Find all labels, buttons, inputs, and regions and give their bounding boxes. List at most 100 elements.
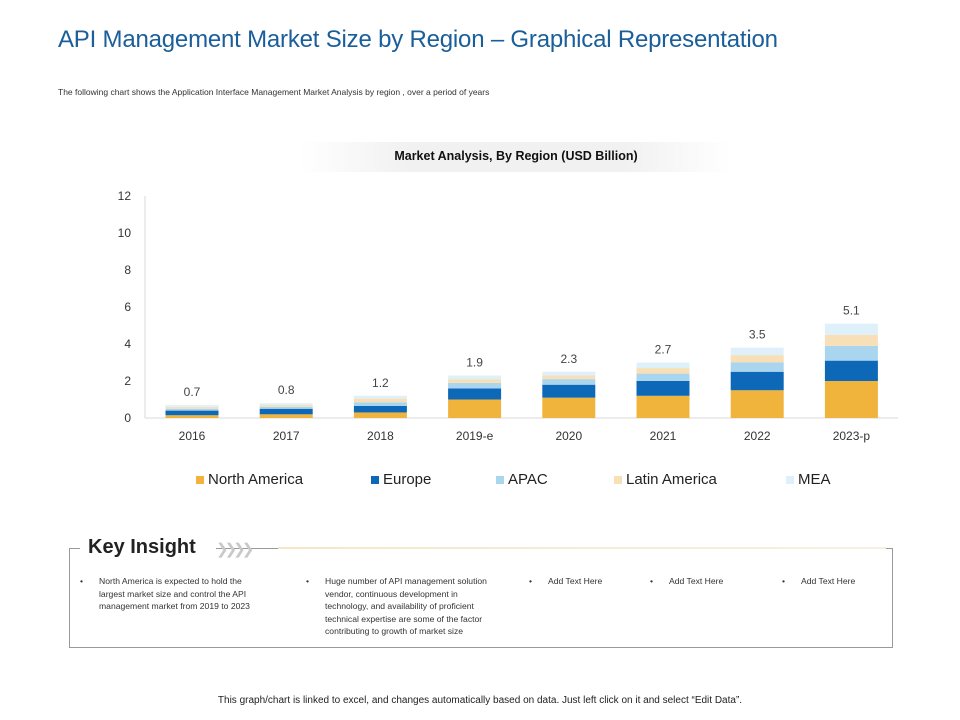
bar-segment-europe[interactable] — [542, 384, 596, 398]
insight-item-1: • North America is expected to hold the … — [80, 575, 289, 613]
bar-segment-mea[interactable] — [353, 395, 407, 399]
bar-segment-mea[interactable] — [542, 371, 596, 376]
insight-line: largest market size and control the API — [99, 588, 247, 599]
page-subtitle: The following chart shows the Applicatio… — [58, 87, 490, 97]
bar-segment-europe[interactable] — [165, 410, 219, 416]
legend-swatch — [786, 475, 794, 484]
bar-segment-latin-america[interactable] — [165, 406, 219, 409]
insight-text: Add Text Here — [669, 576, 724, 586]
bar-segment-latin-america[interactable] — [259, 405, 313, 407]
x-tick-label: 2018 — [367, 429, 394, 443]
bar-segment-mea[interactable] — [636, 362, 690, 369]
bar-segment-mea[interactable] — [448, 375, 502, 380]
bar-segment-latin-america[interactable] — [353, 398, 407, 403]
insight-item-2: • Huge number of API management solution… — [306, 575, 525, 638]
x-tick-label: 2020 — [555, 429, 582, 443]
insight-text: Add Text Here — [548, 576, 603, 586]
legend-label: North America — [208, 471, 304, 488]
bar-segment-apac[interactable] — [636, 373, 690, 381]
bar-total-label: 1.2 — [372, 376, 389, 390]
insight-item-5: • Add Text Here — [782, 575, 881, 588]
legend-item-north-america[interactable]: North America — [196, 471, 303, 488]
key-insight-box — [69, 548, 893, 648]
y-tick-label: 4 — [124, 337, 131, 351]
bar-segment-latin-america[interactable] — [824, 334, 878, 346]
bar-segment-apac[interactable] — [353, 402, 407, 406]
insight-text: Add Text Here — [801, 576, 856, 586]
y-tick-label: 6 — [124, 300, 131, 314]
bar-total-label: 3.5 — [749, 328, 766, 342]
insight-line: technical expertise are some of the fact… — [325, 613, 483, 624]
chart-title-band — [300, 142, 732, 172]
bar-total-label: 0.8 — [278, 383, 295, 397]
legend-item-mea[interactable]: MEA — [786, 471, 831, 488]
bar-segment-apac[interactable] — [259, 406, 313, 409]
bar-segment-europe[interactable] — [259, 408, 313, 415]
bullet-icon: • — [306, 576, 310, 586]
bar-segment-apac[interactable] — [730, 362, 784, 372]
y-tick-label: 8 — [124, 263, 131, 277]
insight-line: Huge number of API management solution — [325, 576, 487, 586]
bar-segment-mea[interactable] — [259, 403, 313, 406]
bar-segment-mea[interactable] — [824, 323, 878, 335]
x-tick-label: 2023-p — [833, 429, 871, 443]
y-tick-label: 12 — [118, 189, 132, 203]
bar-segment-latin-america[interactable] — [730, 355, 784, 363]
bullet-icon: • — [782, 576, 786, 586]
bar-segment-europe[interactable] — [730, 371, 784, 391]
insight-item-4: • Add Text Here — [650, 575, 769, 588]
bar-segment-europe[interactable] — [353, 405, 407, 413]
bar-segment-mea[interactable] — [165, 405, 219, 407]
bar-segment-europe[interactable] — [824, 360, 878, 381]
insight-line: North America is expected to hold the — [99, 576, 242, 586]
bar-segment-latin-america[interactable] — [542, 375, 596, 380]
legend-swatch — [614, 475, 622, 484]
legend-label: Europe — [383, 471, 432, 488]
insight-line: vendor, continuous development in — [325, 588, 458, 599]
y-tick-label: 10 — [118, 226, 132, 240]
key-insight-title: Key Insight — [88, 536, 196, 558]
bullet-icon: • — [650, 576, 654, 586]
bar-segment-north-america[interactable] — [824, 381, 878, 418]
bar-segment-apac[interactable] — [542, 379, 596, 385]
legend-swatch — [496, 475, 504, 484]
bar-segment-north-america[interactable] — [353, 412, 407, 418]
legend-swatch — [371, 475, 379, 484]
legend-label: MEA — [798, 471, 831, 488]
bar-segment-north-america[interactable] — [259, 414, 313, 418]
bar-segment-latin-america[interactable] — [636, 368, 690, 374]
bar-segment-north-america[interactable] — [448, 399, 502, 419]
chart-title: Market Analysis, By Region (USD Billion) — [394, 149, 638, 163]
bar-segment-north-america[interactable] — [730, 390, 784, 418]
insight-item-3: • Add Text Here — [529, 575, 648, 588]
bar-segment-apac[interactable] — [824, 345, 878, 361]
x-tick-label: 2016 — [179, 429, 206, 443]
legend-item-latin-america[interactable]: Latin America — [614, 471, 717, 488]
bar-segment-north-america[interactable] — [542, 397, 596, 418]
x-tick-label: 2022 — [744, 429, 771, 443]
stacked-bar-chart[interactable]: 0 2 4 6 8 10 12 0.7 2016 0.8 2017 1.2 2018 1.9 2019-e 2… — [0, 0, 960, 470]
y-tick-label: 2 — [124, 374, 131, 388]
chevrons-right-icon: ❯❯❯❯ — [216, 541, 254, 558]
chart-legend: North America Europe APAC Latin America MEA — [0, 471, 960, 489]
bar-segment-north-america[interactable] — [636, 395, 690, 418]
insight-line: technology, and availability of proficie… — [325, 601, 474, 612]
insight-line: management market from 2019 to 2023 — [99, 601, 250, 612]
bar-segment-latin-america[interactable] — [448, 379, 502, 383]
legend-item-europe[interactable]: Europe — [371, 471, 431, 488]
bar-total-label: 1.9 — [466, 355, 483, 369]
insight-line: contributing to growth of market size — [325, 626, 464, 637]
y-tick-label: 0 — [124, 411, 131, 425]
bar-segment-europe[interactable] — [636, 381, 690, 396]
x-tick-label: 2019-e — [456, 429, 494, 443]
bar-segment-apac[interactable] — [448, 382, 502, 389]
legend-label: APAC — [508, 471, 548, 488]
bar-total-label: 2.7 — [655, 343, 672, 357]
legend-label: Latin America — [626, 471, 717, 488]
bar-segment-mea[interactable] — [730, 347, 784, 356]
legend-item-apac[interactable]: APAC — [496, 471, 548, 488]
bar-segment-apac[interactable] — [165, 408, 219, 411]
bar-segment-europe[interactable] — [448, 388, 502, 400]
bar-segment-north-america[interactable] — [165, 415, 219, 418]
bar-total-label: 2.3 — [560, 352, 577, 366]
